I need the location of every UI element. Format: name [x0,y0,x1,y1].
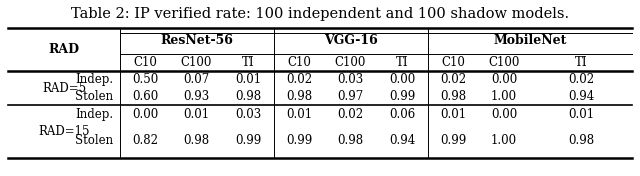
Text: 0.00: 0.00 [491,108,517,121]
Text: 0.01: 0.01 [568,108,594,121]
Text: VGG-16: VGG-16 [324,34,378,48]
Text: C100: C100 [180,56,212,69]
Text: 0.50: 0.50 [132,73,158,86]
Text: Stolen: Stolen [75,134,113,147]
Text: 0.98: 0.98 [440,90,466,103]
Text: 0.02: 0.02 [286,73,312,86]
Text: 0.98: 0.98 [183,134,209,147]
Text: 0.02: 0.02 [337,108,363,121]
Text: 0.03: 0.03 [235,108,261,121]
Text: Indep.: Indep. [75,73,113,86]
Text: 0.60: 0.60 [132,90,158,103]
Text: 0.06: 0.06 [389,108,415,121]
Text: 1.00: 1.00 [491,90,517,103]
Text: 0.02: 0.02 [440,73,466,86]
Text: 0.07: 0.07 [183,73,209,86]
Text: 0.93: 0.93 [183,90,209,103]
Text: 0.98: 0.98 [286,90,312,103]
Text: Stolen: Stolen [75,90,113,103]
Text: 0.97: 0.97 [337,90,363,103]
Text: 0.00: 0.00 [132,108,158,121]
Text: 0.82: 0.82 [132,134,158,147]
Text: 0.02: 0.02 [568,73,594,86]
Text: 0.98: 0.98 [235,90,261,103]
Text: 0.01: 0.01 [183,108,209,121]
Text: C10: C10 [287,56,311,69]
Text: 0.01: 0.01 [286,108,312,121]
Text: 0.98: 0.98 [568,134,594,147]
Text: 0.94: 0.94 [389,134,415,147]
Text: 0.94: 0.94 [568,90,594,103]
Text: RAD=5: RAD=5 [42,81,86,95]
Text: TI: TI [575,56,588,69]
Text: 0.01: 0.01 [440,108,466,121]
Text: 0.01: 0.01 [235,73,261,86]
Text: TI: TI [242,56,254,69]
Text: C10: C10 [441,56,465,69]
Text: ResNet-56: ResNet-56 [161,34,234,48]
Text: Table 2: IP verified rate: 100 independent and 100 shadow models.: Table 2: IP verified rate: 100 independe… [71,7,569,21]
Text: 0.99: 0.99 [440,134,466,147]
Text: RAD=15: RAD=15 [38,125,90,138]
Text: 0.99: 0.99 [235,134,261,147]
Text: C100: C100 [488,56,520,69]
Text: 1.00: 1.00 [491,134,517,147]
Text: 0.99: 0.99 [286,134,312,147]
Text: 0.98: 0.98 [337,134,363,147]
Text: 0.03: 0.03 [337,73,363,86]
Text: C100: C100 [334,56,365,69]
Text: TI: TI [396,56,408,69]
Text: 0.00: 0.00 [389,73,415,86]
Text: 0.00: 0.00 [491,73,517,86]
Text: 0.99: 0.99 [389,90,415,103]
Text: Indep.: Indep. [75,108,113,121]
Text: C10: C10 [133,56,157,69]
Text: RAD: RAD [49,43,79,56]
Text: MobileNet: MobileNet [493,34,566,48]
